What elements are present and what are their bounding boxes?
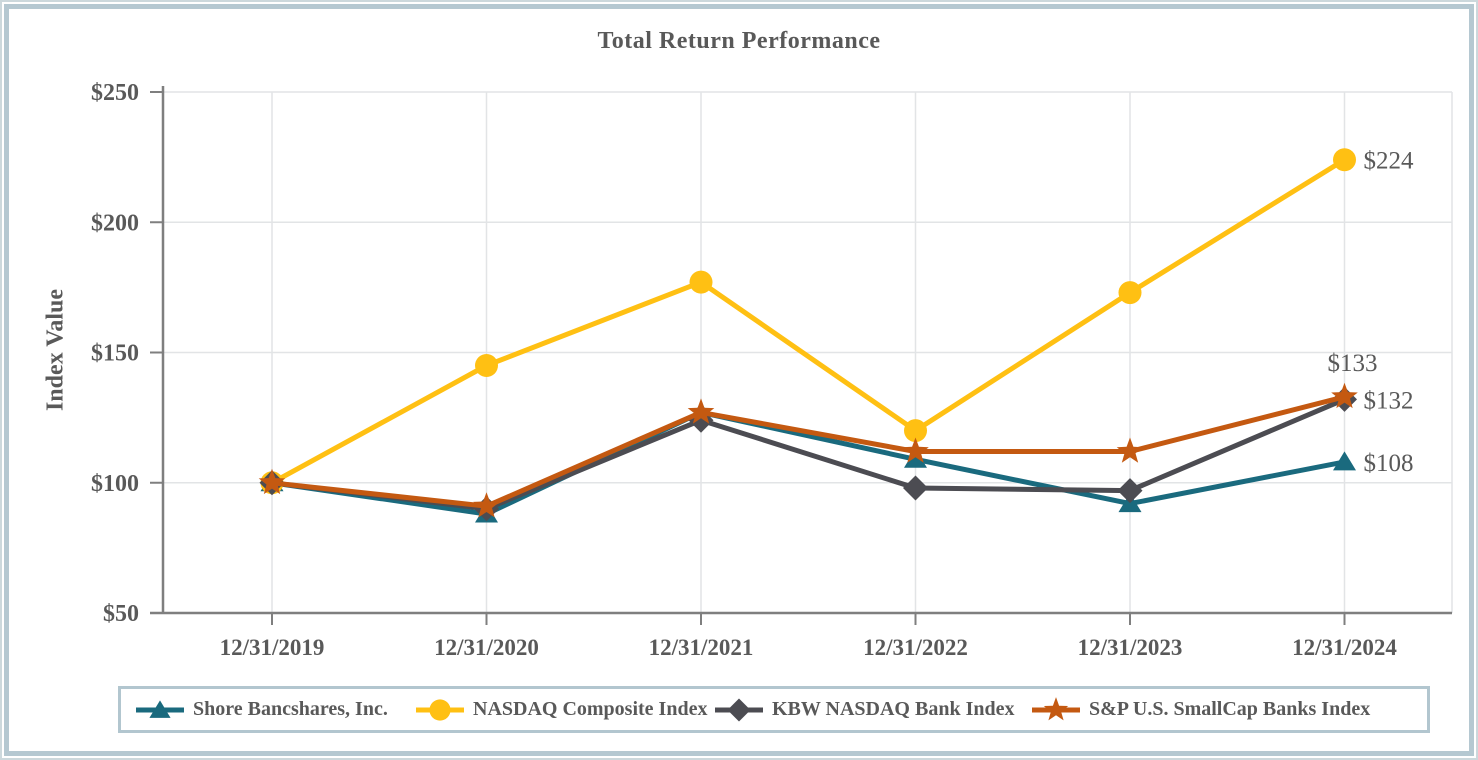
legend-item-s-p-u-s-smallcap-banks-index: S&P U.S. SmallCap Banks Index [1030, 696, 1370, 724]
end-value-label-shore-bancshares-inc: $108 [1364, 450, 1414, 477]
x-tick-label: 12/31/2024 [1292, 635, 1397, 660]
legend-swatch-s-p-u-s-smallcap-banks-index [1032, 696, 1080, 720]
triangle-marker-icon-shore-bancshares-inc [1333, 451, 1356, 471]
diamond-marker-icon-kbw-nasdaq-bank-index [1117, 478, 1143, 504]
star-marker-icon-s-p-u-s-smallcap-banks-index [258, 468, 286, 495]
star-marker-icon-s-p-u-s-smallcap-banks-index [473, 492, 500, 518]
legend-item-kbw-nasdaq-bank-index: KBW NASDAQ Bank Index [713, 696, 1014, 724]
star-marker-icon-s-p-u-s-smallcap-banks-index [902, 437, 929, 463]
legend-item-nasdaq-composite-index: NASDAQ Composite Index [414, 696, 707, 724]
legend-label: Shore Bancshares, Inc. [193, 698, 388, 720]
legend-item-shore-bancshares-inc: Shore Bancshares, Inc. [134, 696, 388, 724]
legend-label: KBW NASDAQ Bank Index [772, 698, 1015, 720]
triangle-marker-icon-shore-bancshares-inc [904, 448, 927, 468]
y-tick-label: $100 [91, 471, 139, 497]
legend-label: NASDAQ Composite Index [473, 698, 708, 720]
star-marker-icon-s-p-u-s-smallcap-banks-index [1331, 382, 1358, 409]
chart-title: Total Return Performance [597, 28, 881, 54]
end-value-label-nasdaq-composite-index: $224 [1364, 148, 1415, 175]
star-marker-icon-legend-s-p-u-s-smallcap-banks-index [1043, 696, 1069, 720]
end-value-label-kbw-nasdaq-bank-index: $132 [1364, 387, 1414, 414]
series-line-shore-bancshares-inc [269, 409, 1347, 517]
y-tick-label: $150 [91, 341, 139, 367]
star-marker-icon-s-p-u-s-smallcap-banks-index [1116, 437, 1144, 463]
y-tick-label: $200 [91, 210, 139, 236]
circle-marker-icon-nasdaq-composite-index [904, 419, 927, 443]
chart-legend: Shore Bancshares, Inc. NASDAQ Composite I… [118, 686, 1430, 733]
legend-label: S&P U.S. SmallCap Banks Index [1089, 698, 1371, 720]
legend-swatch-nasdaq-composite-index [416, 698, 464, 721]
x-tick-label: 12/31/2019 [220, 635, 325, 660]
y-tick-label: $50 [103, 601, 139, 627]
y-axis-title: Index Value [42, 288, 69, 412]
diamond-marker-icon-legend-kbw-nasdaq-bank-index [727, 698, 751, 721]
series-line-nasdaq-composite-index [269, 157, 1347, 486]
circle-marker-icon-nasdaq-composite-index [475, 354, 498, 378]
legend-swatch-kbw-nasdaq-bank-index [715, 698, 763, 721]
y-tick-label: $250 [91, 80, 139, 106]
circle-marker-icon-nasdaq-composite-index [1333, 148, 1356, 172]
legend-swatch-shore-bancshares-inc [136, 699, 184, 718]
diamond-marker-icon-kbw-nasdaq-bank-index [903, 475, 928, 501]
circle-marker-icon-nasdaq-composite-index [1118, 281, 1142, 305]
end-value-label-s-p-u-s-smallcap-banks-index: $133 [1328, 350, 1378, 377]
x-tick-label: 12/31/2021 [649, 635, 754, 660]
star-marker-icon-s-p-u-s-smallcap-banks-index [687, 398, 715, 424]
x-tick-label: 12/31/2022 [863, 635, 968, 660]
series-line-s-p-u-s-smallcap-banks-index [269, 394, 1347, 509]
x-tick-label: 12/31/2023 [1078, 635, 1183, 660]
triangle-marker-icon-legend-shore-bancshares-inc [149, 699, 171, 718]
x-tick-label: 12/31/2020 [434, 635, 539, 660]
circle-marker-icon-legend-nasdaq-composite-index [429, 698, 451, 721]
circle-marker-icon-nasdaq-composite-index [689, 270, 713, 294]
